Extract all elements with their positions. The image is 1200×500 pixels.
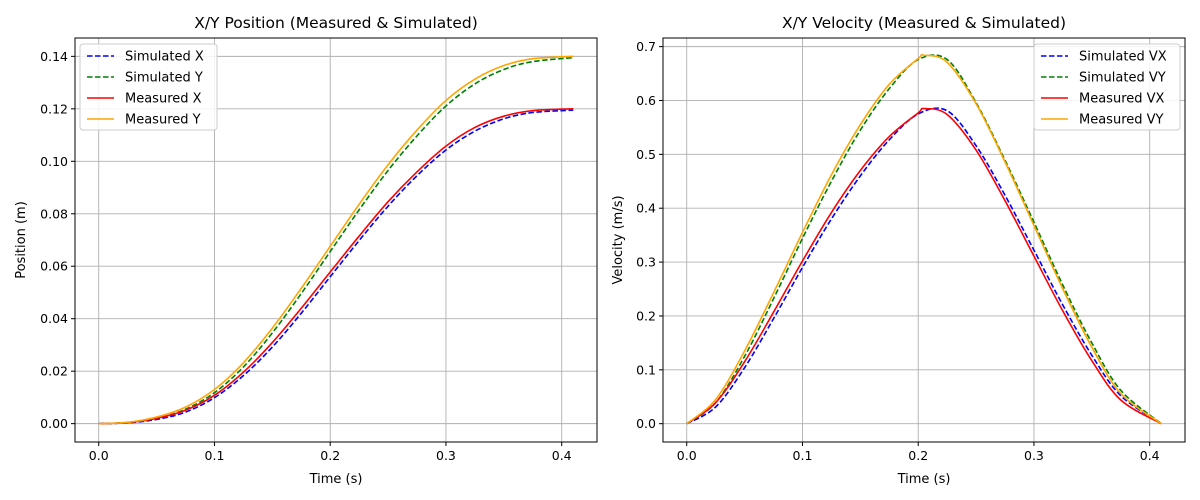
velocity-legend-box <box>1033 43 1181 131</box>
position-legend: Simulated X Simulated Y Measured X Measured… <box>79 43 218 131</box>
velocity-chart-title: X/Y Velocity (Measured & Simulated) <box>782 14 1066 32</box>
position-series-simulated-y-line <box>98 56 574 425</box>
position-chart-title: X/Y Position (Measured & Simulated) <box>194 14 478 32</box>
velocity-ytick-label: 0.0 <box>636 416 656 431</box>
velocity-chart-ylabel: Velocity (m/s) <box>611 195 626 284</box>
velocity-ytick-label: 0.1 <box>636 362 656 377</box>
position-chart-ylabel: Position (m) <box>14 201 29 279</box>
position-plot-frame <box>74 37 598 443</box>
position-legend-box <box>79 43 218 131</box>
position-ytick-label: 0.04 <box>40 311 68 326</box>
velocity-plot-frame <box>662 37 1186 443</box>
position-series-measured-y-line <box>98 55 574 425</box>
position-legend-label: Simulated Y <box>125 71 203 86</box>
velocity-legend-label: Simulated VY <box>1079 71 1166 86</box>
position-xtick-label: 0.3 <box>436 448 456 463</box>
position-xtick-label: 0.1 <box>205 448 225 463</box>
position-legend-label: Measured X <box>125 92 202 107</box>
velocity-legend-label: Simulated VX <box>1079 50 1167 65</box>
velocity-xtick-label: 0.3 <box>1024 448 1044 463</box>
velocity-legend-label: Measured VX <box>1079 92 1165 107</box>
position-series-simulated-x-line <box>98 109 574 425</box>
position-ytick-label: 0.00 <box>40 416 68 431</box>
velocity-ytick-label: 0.5 <box>636 147 656 162</box>
velocity-xtick-label: 0.1 <box>793 448 813 463</box>
position-ytick-label: 0.12 <box>40 101 68 116</box>
position-xtick-label: 0.2 <box>320 448 340 463</box>
velocity-series-simulated-vx-line <box>686 107 1162 425</box>
velocity-xtick-label: 0.2 <box>908 448 928 463</box>
position-chart-xlabel: Time (s) <box>309 472 363 487</box>
position-ytick-label: 0.08 <box>40 206 68 221</box>
position-ytick-label: 0.14 <box>40 49 68 64</box>
velocity-xtick-label: 0.0 <box>677 448 697 463</box>
velocity-chart-xlabel: Time (s) <box>897 472 951 487</box>
position-ytick-label: 0.02 <box>40 364 68 379</box>
velocity-ytick-label: 0.6 <box>636 93 656 108</box>
position-xtick-label: 0.0 <box>89 448 109 463</box>
velocity-ytick-label: 0.4 <box>636 201 656 216</box>
velocity-legend-label: Measured VY <box>1079 113 1164 128</box>
position-ytick-label: 0.10 <box>40 154 68 169</box>
velocity-ytick-label: 0.2 <box>636 308 656 323</box>
velocity-series-measured-vy-line <box>686 53 1162 425</box>
velocity-legend: Simulated VX Simulated VY Measured VX Measu… <box>1033 43 1181 131</box>
position-legend-label: Simulated X <box>125 50 204 65</box>
position-ytick-label: 0.06 <box>40 259 68 274</box>
position-legend-label: Measured Y <box>125 113 201 128</box>
position-series-measured-x-line <box>98 108 574 425</box>
position-chart: X/Y Position (Measured & Simulated) Time… <box>14 14 598 487</box>
velocity-chart: X/Y Velocity (Measured & Simulated) Time… <box>611 14 1186 487</box>
velocity-ytick-label: 0.7 <box>636 39 656 54</box>
position-xtick-label: 0.4 <box>552 448 572 463</box>
velocity-xtick-label: 0.4 <box>1140 448 1160 463</box>
velocity-series-measured-vx-line <box>686 107 1162 425</box>
velocity-series-simulated-vy-line <box>686 54 1162 425</box>
velocity-ytick-label: 0.3 <box>636 255 656 270</box>
